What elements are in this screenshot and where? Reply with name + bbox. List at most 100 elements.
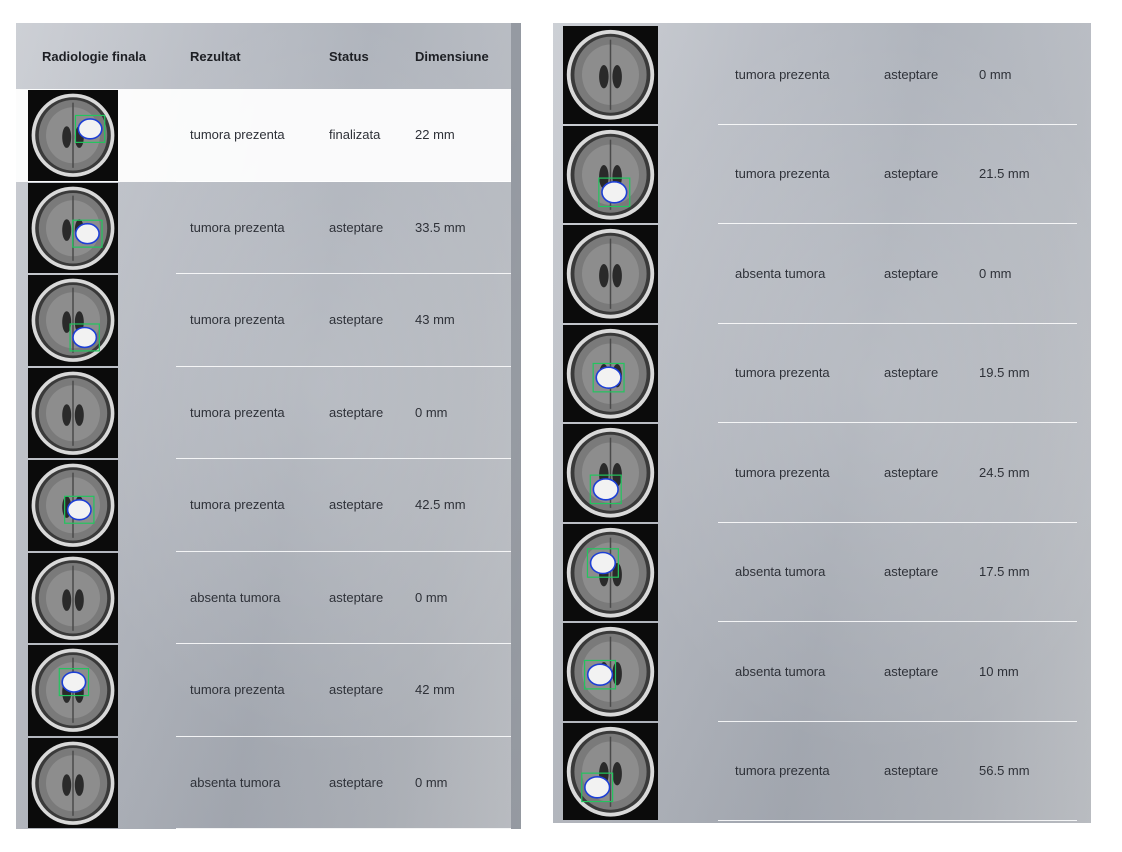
table-row[interactable]: tumora prezenta asteptare 43 mm xyxy=(16,274,511,367)
scan-thumbnail[interactable] xyxy=(28,182,118,273)
row-divider xyxy=(176,365,511,367)
row-divider xyxy=(176,273,511,274)
row-divider xyxy=(176,828,511,829)
status-cell: asteptare xyxy=(884,663,939,679)
status-cell: asteptare xyxy=(884,365,939,381)
scan-thumbnail[interactable] xyxy=(563,26,658,124)
brain-scan-image xyxy=(28,737,118,828)
scan-thumbnail[interactable] xyxy=(28,552,118,643)
row-divider xyxy=(176,458,511,459)
table-row[interactable]: absenta tumora asteptare 10 mm xyxy=(553,622,1077,722)
table-row[interactable]: absenta tumora asteptare 0 mm xyxy=(16,552,511,644)
size-cell: 0 mm xyxy=(415,589,448,605)
row-divider xyxy=(718,123,1077,125)
scan-thumbnail[interactable] xyxy=(28,645,118,736)
scan-thumbnail[interactable] xyxy=(28,367,118,458)
row-divider xyxy=(718,521,1077,523)
table-row[interactable]: tumora prezenta asteptare 24.5 mm xyxy=(553,423,1077,523)
result-cell: absenta tumora xyxy=(190,589,281,605)
status-cell: asteptare xyxy=(329,497,384,513)
size-cell: 19.5 mm xyxy=(979,365,1030,381)
size-cell: 56.5 mm xyxy=(979,763,1030,779)
scan-thumbnail[interactable] xyxy=(28,737,118,828)
size-cell: 21.5 mm xyxy=(979,166,1030,182)
status-cell: asteptare xyxy=(329,774,384,790)
table-row[interactable]: absenta tumora asteptare 0 mm xyxy=(553,224,1077,324)
brain-scan-image xyxy=(563,722,658,820)
result-cell: tumora prezenta xyxy=(190,219,285,235)
status-cell: asteptare xyxy=(884,564,939,580)
result-cell: tumora prezenta xyxy=(190,497,285,513)
scan-thumbnail[interactable] xyxy=(563,623,658,721)
row-divider xyxy=(718,621,1077,622)
size-cell: 33.5 mm xyxy=(415,219,466,235)
status-cell: asteptare xyxy=(884,464,939,480)
row-divider xyxy=(176,550,511,552)
scan-thumbnail[interactable] xyxy=(28,275,118,366)
scan-thumbnail[interactable] xyxy=(563,722,658,820)
brain-scan-image xyxy=(563,225,658,323)
size-cell: 42.5 mm xyxy=(415,497,466,513)
right-results-panel: tumora prezenta asteptare 0 mm tumora preze… xyxy=(553,23,1091,823)
status-cell: asteptare xyxy=(329,312,384,328)
size-cell: 10 mm xyxy=(979,663,1019,679)
table-row[interactable]: tumora prezenta asteptare 42 mm xyxy=(16,644,511,737)
table-row[interactable]: tumora prezenta asteptare 33.5 mm xyxy=(16,182,511,274)
row-divider xyxy=(718,820,1077,821)
result-cell: tumora prezenta xyxy=(735,365,830,381)
result-cell: tumora prezenta xyxy=(735,464,830,480)
result-cell: absenta tumora xyxy=(190,774,281,790)
row-divider xyxy=(176,735,511,737)
row-divider xyxy=(718,720,1077,722)
result-cell: absenta tumora xyxy=(735,663,826,679)
brain-scan-image xyxy=(563,523,658,621)
row-divider xyxy=(718,223,1077,224)
table-header: Radiologie finala Rezultat Status Dimens… xyxy=(16,23,511,89)
table-row[interactable]: tumora prezenta asteptare 19.5 mm xyxy=(553,324,1077,423)
size-cell: 22 mm xyxy=(415,127,455,143)
scan-thumbnail[interactable] xyxy=(563,523,658,621)
scan-thumbnail[interactable] xyxy=(28,460,118,551)
status-cell: asteptare xyxy=(329,219,384,235)
table-row[interactable]: tumora prezenta finalizata 22 mm xyxy=(16,89,511,182)
scan-thumbnail[interactable] xyxy=(563,225,658,323)
brain-scan-image xyxy=(563,324,658,422)
header-radiology[interactable]: Radiologie finala xyxy=(42,49,147,64)
header-status[interactable]: Status xyxy=(329,49,369,64)
status-cell: asteptare xyxy=(329,404,384,420)
status-cell: asteptare xyxy=(884,763,939,779)
table-row[interactable]: absenta tumora asteptare 0 mm xyxy=(16,737,511,829)
table-row[interactable]: tumora prezenta asteptare 21.5 mm xyxy=(553,125,1077,224)
result-cell: absenta tumora xyxy=(735,265,826,281)
table-row[interactable]: tumora prezenta asteptare 0 mm xyxy=(553,25,1077,125)
result-cell: tumora prezenta xyxy=(735,166,830,182)
left-results-panel: Radiologie finala Rezultat Status Dimens… xyxy=(16,23,521,829)
brain-scan-image xyxy=(563,424,658,522)
brain-scan-image xyxy=(28,460,118,551)
table-row[interactable]: tumora prezenta asteptare 56.5 mm xyxy=(553,722,1077,821)
status-cell: asteptare xyxy=(884,66,939,82)
brain-scan-image xyxy=(28,275,118,366)
table-row[interactable]: absenta tumora asteptare 17.5 mm xyxy=(553,523,1077,622)
result-cell: absenta tumora xyxy=(735,564,826,580)
header-result[interactable]: Rezultat xyxy=(190,49,241,64)
table-row[interactable]: tumora prezenta asteptare 0 mm xyxy=(16,367,511,459)
scan-thumbnail[interactable] xyxy=(28,90,118,181)
row-divider xyxy=(718,422,1077,423)
row-divider xyxy=(176,643,511,644)
status-cell: asteptare xyxy=(329,682,384,698)
scan-thumbnail[interactable] xyxy=(563,324,658,422)
size-cell: 0 mm xyxy=(979,265,1012,281)
size-cell: 42 mm xyxy=(415,682,455,698)
scan-thumbnail[interactable] xyxy=(563,424,658,522)
size-cell: 0 mm xyxy=(979,66,1012,82)
brain-scan-image xyxy=(28,552,118,643)
brain-scan-image xyxy=(563,26,658,124)
scan-thumbnail[interactable] xyxy=(563,125,658,223)
brain-scan-image xyxy=(28,90,118,181)
brain-scan-image xyxy=(28,182,118,273)
size-cell: 43 mm xyxy=(415,312,455,328)
header-size[interactable]: Dimensiune xyxy=(415,49,489,64)
table-row[interactable]: tumora prezenta asteptare 42.5 mm xyxy=(16,459,511,552)
status-cell: asteptare xyxy=(884,166,939,182)
